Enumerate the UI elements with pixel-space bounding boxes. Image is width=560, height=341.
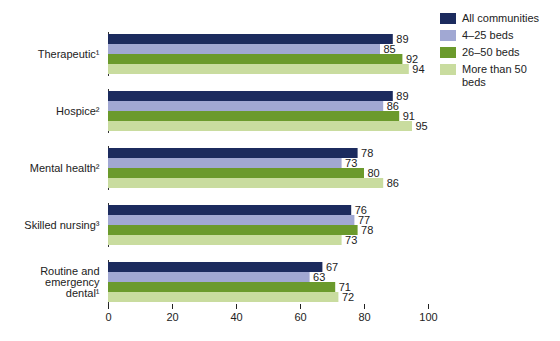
svg-text:76: 76 (354, 204, 367, 216)
svg-text:63: 63 (313, 271, 325, 283)
svg-text:77: 77 (357, 214, 371, 226)
html-text:All communities: All communities (462, 12, 539, 24)
svg-text:Therapeutic¹: Therapeutic¹ (38, 48, 100, 60)
svg-text:94: 94 (412, 63, 424, 75)
svg-text:60: 60 (294, 311, 306, 323)
html-text:26–50 beds: 26–50 beds (462, 46, 520, 58)
svg-text:0: 0 (105, 311, 111, 323)
svg-text:86: 86 (387, 100, 399, 112)
svg-text:20: 20 (166, 311, 178, 323)
svg-text:71: 71 (338, 281, 351, 293)
svg-text:Routine andemergencydental¹: Routine andemergencydental¹ (40, 265, 100, 299)
svg-text:40: 40 (230, 311, 242, 323)
svg-text:Mental health²: Mental health² (30, 162, 100, 174)
svg-text:Hospice²: Hospice² (56, 105, 100, 117)
html-text:4–25 beds: 4–25 beds (462, 29, 514, 41)
svg-text:86: 86 (387, 177, 399, 189)
svg-text:85: 85 (384, 43, 396, 55)
svg-text:72: 72 (342, 291, 354, 303)
svg-text:Skilled nursing³: Skilled nursing³ (24, 219, 100, 231)
svg-text:80: 80 (358, 311, 370, 323)
svg-text:89: 89 (396, 90, 409, 102)
html-text:More than 50 beds: More than 50 beds (462, 63, 527, 88)
svg-text:91: 91 (403, 110, 415, 122)
svg-text:95: 95 (416, 120, 428, 132)
svg-text:92: 92 (405, 53, 419, 65)
svg-text:78: 78 (361, 147, 373, 159)
svg-text:73: 73 (345, 234, 357, 246)
svg-text:78: 78 (361, 224, 373, 236)
svg-text:80: 80 (368, 167, 380, 179)
svg-text:73: 73 (345, 157, 357, 169)
svg-text:89: 89 (396, 33, 408, 45)
svg-text:67: 67 (326, 261, 338, 273)
svg-text:100: 100 (419, 311, 437, 323)
